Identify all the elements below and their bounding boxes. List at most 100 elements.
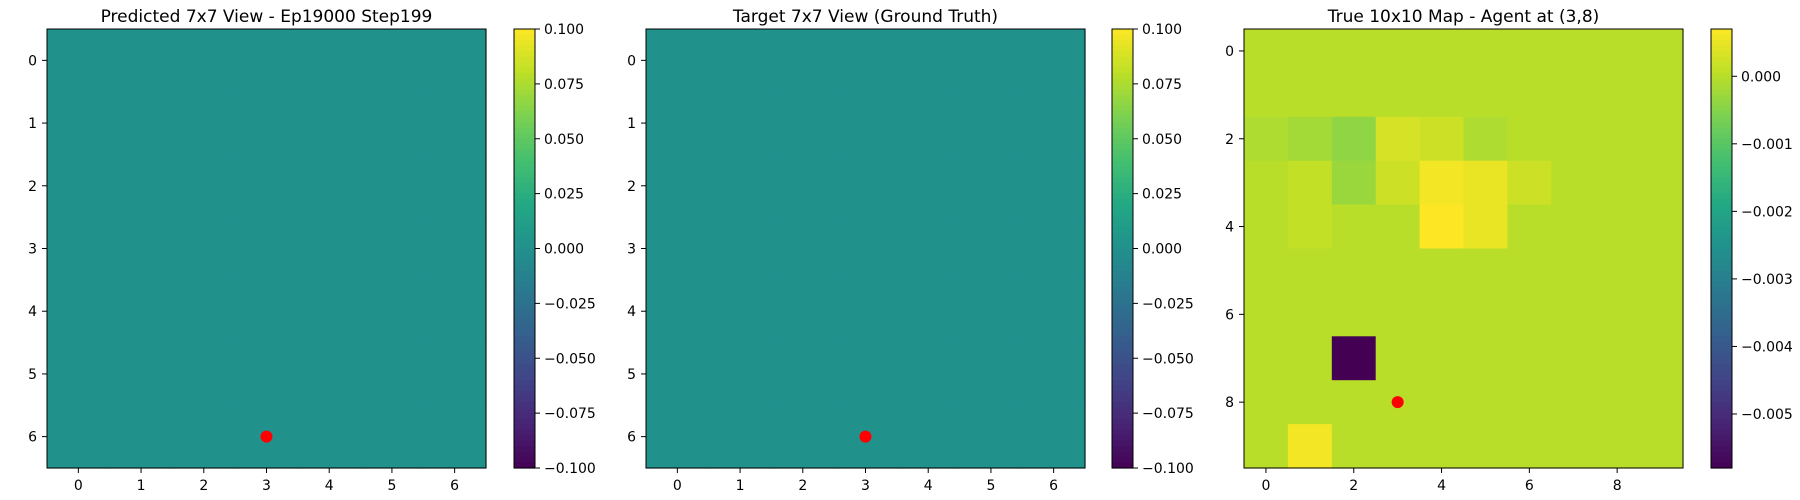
heatmap-cell [834,342,898,406]
colorbar-segment [1711,89,1732,96]
heatmap-cell [1507,116,1552,162]
colorbar-segment [1711,446,1732,453]
heatmap-cell [1507,204,1552,250]
colorbar-segment [514,330,535,337]
colorbar-segment [1112,72,1133,79]
colorbar-segment [1112,407,1133,414]
colorbar-tick-label: −0.075 [544,406,596,422]
heatmap-cell [771,342,835,406]
colorbar-segment [514,402,535,409]
colorbar-segment [1711,275,1732,283]
colorbar-segment [514,193,535,200]
colorbar-segment [1112,457,1133,464]
colorbar-segment [1112,341,1133,348]
heatmap-cell [1551,424,1596,469]
x-tick-label: 6 [1049,478,1058,494]
heatmap-cell [1463,380,1508,425]
heatmap-cell [834,217,898,281]
heatmap-cell [360,279,424,344]
colorbar-segment [1112,78,1133,85]
colorbar-segment [1112,61,1133,69]
colorbar-segment [1112,45,1133,52]
heatmap-cell [834,91,898,156]
colorbar-segment [514,275,535,283]
x-tick-label: 3 [861,478,870,494]
heatmap-cell [1419,29,1465,74]
heatmap-cell [1595,116,1640,162]
panel-title: Predicted 7x7 View - Ep19000 Step199 [101,7,433,27]
colorbar-segment [514,341,535,348]
colorbar-segment [514,133,535,140]
colorbar-tick-label: −0.050 [1142,351,1194,367]
colorbar-segment [1112,451,1133,458]
colorbar-segment [1112,297,1133,304]
heatmap-cell [1419,380,1465,425]
heatmap-cell [1595,72,1640,118]
colorbar-segment [1112,418,1133,425]
colorbar-segment [1112,105,1133,112]
y-tick-label: 0 [28,53,37,69]
heatmap-cell [1595,336,1640,381]
heatmap-cell [1287,72,1333,118]
y-tick-label: 4 [627,304,636,320]
y-tick-label: 0 [1225,44,1234,60]
colorbar-segment [1711,424,1732,431]
heatmap-cell [1551,380,1596,425]
colorbar-segment [1711,226,1732,233]
colorbar-segment [514,369,535,376]
heatmap-cell [1463,116,1508,162]
heatmap-cell [1639,160,1684,206]
colorbar-segment [1112,210,1133,217]
heatmap-cell [1595,380,1640,425]
heatmap-cell [235,91,299,156]
colorbar-segment [1711,314,1732,321]
heatmap-cell [235,154,299,218]
heatmap-cell [1375,292,1421,337]
x-tick-label: 1 [736,478,745,494]
heatmap-cell [708,154,773,218]
colorbar-segment [1711,259,1732,266]
heatmap-cell [1375,424,1421,469]
heatmap-cell [172,279,236,344]
heatmap-cell [1463,72,1508,118]
colorbar-segment [1711,122,1732,129]
colorbar-segment [1112,429,1133,436]
x-tick-label: 4 [1437,478,1446,494]
heatmap-cell [1463,248,1508,293]
panel-predicted-view: Predicted 7x7 View - Ep19000 Step199 0 1 2… [28,7,596,494]
panel-target-view: Target 7x7 View (Ground Truth) 0 1 2 3 4 5 6 0 1… [627,7,1194,494]
colorbar-segment [514,226,535,233]
heatmap-cell [771,217,835,281]
heatmap-cell [771,405,835,469]
heatmap-cell [1287,380,1333,425]
colorbar-segment [514,232,535,239]
heatmap-cell [360,217,424,281]
colorbar-segment [514,429,535,436]
heatmap-cell [1331,204,1377,250]
heatmap-cell [771,154,835,218]
heatmap-cell [834,29,898,93]
colorbar-segment [1711,264,1732,272]
colorbar-segment [1112,325,1133,332]
colorbar-tick-label: 0.025 [1142,187,1182,203]
colorbar-segment [514,407,535,414]
heatmap-cells [646,29,1086,469]
colorbar-tick-label: −0.005 [1741,407,1793,423]
colorbar-segment [1112,424,1133,431]
heatmap-cell [297,217,362,281]
colorbar-segment [1711,232,1732,239]
colorbar-segment [514,303,535,310]
colorbar-segment [514,56,535,63]
heatmap-cell [1022,405,1086,469]
heatmap-cell [1463,336,1508,381]
heatmap-cell [959,405,1023,469]
colorbar-segment [1112,39,1133,47]
colorbar-segment [1112,226,1133,233]
colorbar-segment [1112,330,1133,337]
colorbar-segment [1711,435,1732,442]
colorbar-segment [514,155,535,162]
colorbar-segment [514,380,535,387]
x-tick-label: 0 [1261,478,1270,494]
colorbar-segment [1112,166,1133,173]
heatmap-cell [1287,336,1333,381]
